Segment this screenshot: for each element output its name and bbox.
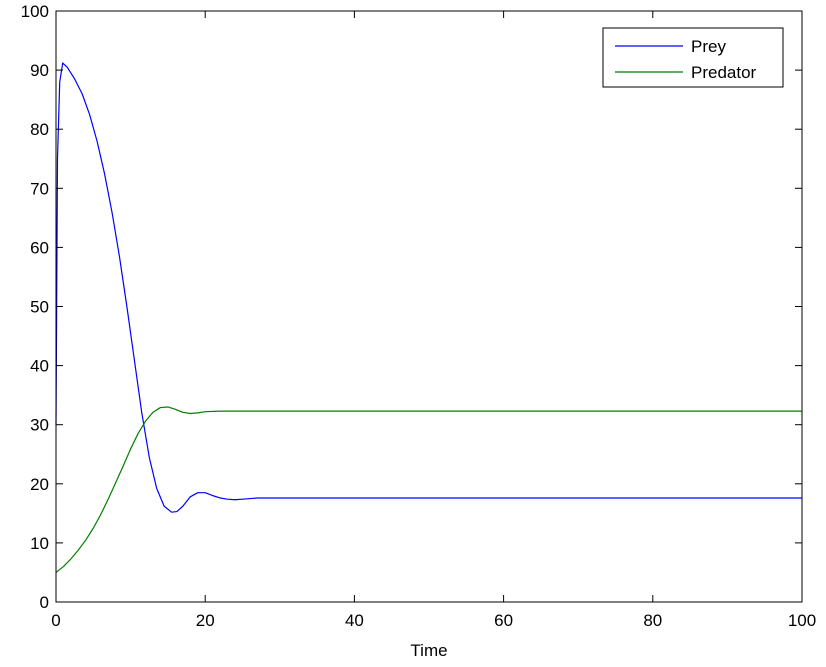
legend-box: [602, 27, 784, 88]
legend-label-predator: Predator: [691, 63, 757, 82]
x-tick-label: 100: [788, 611, 816, 630]
y-tick-label: 80: [30, 120, 49, 139]
legend-label-prey: Prey: [691, 37, 726, 56]
x-axis-label: Time: [410, 641, 447, 660]
y-tick-label: 60: [30, 238, 49, 257]
series-line-predator: [55, 406, 802, 573]
x-tick-label: 0: [51, 611, 60, 630]
plot-frame: [55, 10, 803, 603]
x-tick-label: 60: [494, 611, 513, 630]
x-tick-label: 20: [196, 611, 215, 630]
y-tick-label: 10: [30, 534, 49, 553]
y-tick-label: 50: [30, 298, 49, 317]
series-layer: [55, 62, 802, 573]
y-tick-label: 70: [30, 179, 49, 198]
series-line-prey: [55, 62, 802, 513]
y-tick-label: 20: [30, 475, 49, 494]
y-tick-label: 30: [30, 416, 49, 435]
y-tick-label: 40: [30, 357, 49, 376]
x-tick-label: 80: [643, 611, 662, 630]
legend: Prey Predator: [602, 27, 784, 88]
y-tick-label: 90: [30, 61, 49, 80]
plot-area: [56, 11, 802, 602]
y-tick-label: 100: [21, 2, 49, 21]
x-tick-label: 40: [345, 611, 364, 630]
legend-entries: Prey Predator: [615, 37, 757, 82]
y-tick-label: 0: [40, 593, 49, 612]
